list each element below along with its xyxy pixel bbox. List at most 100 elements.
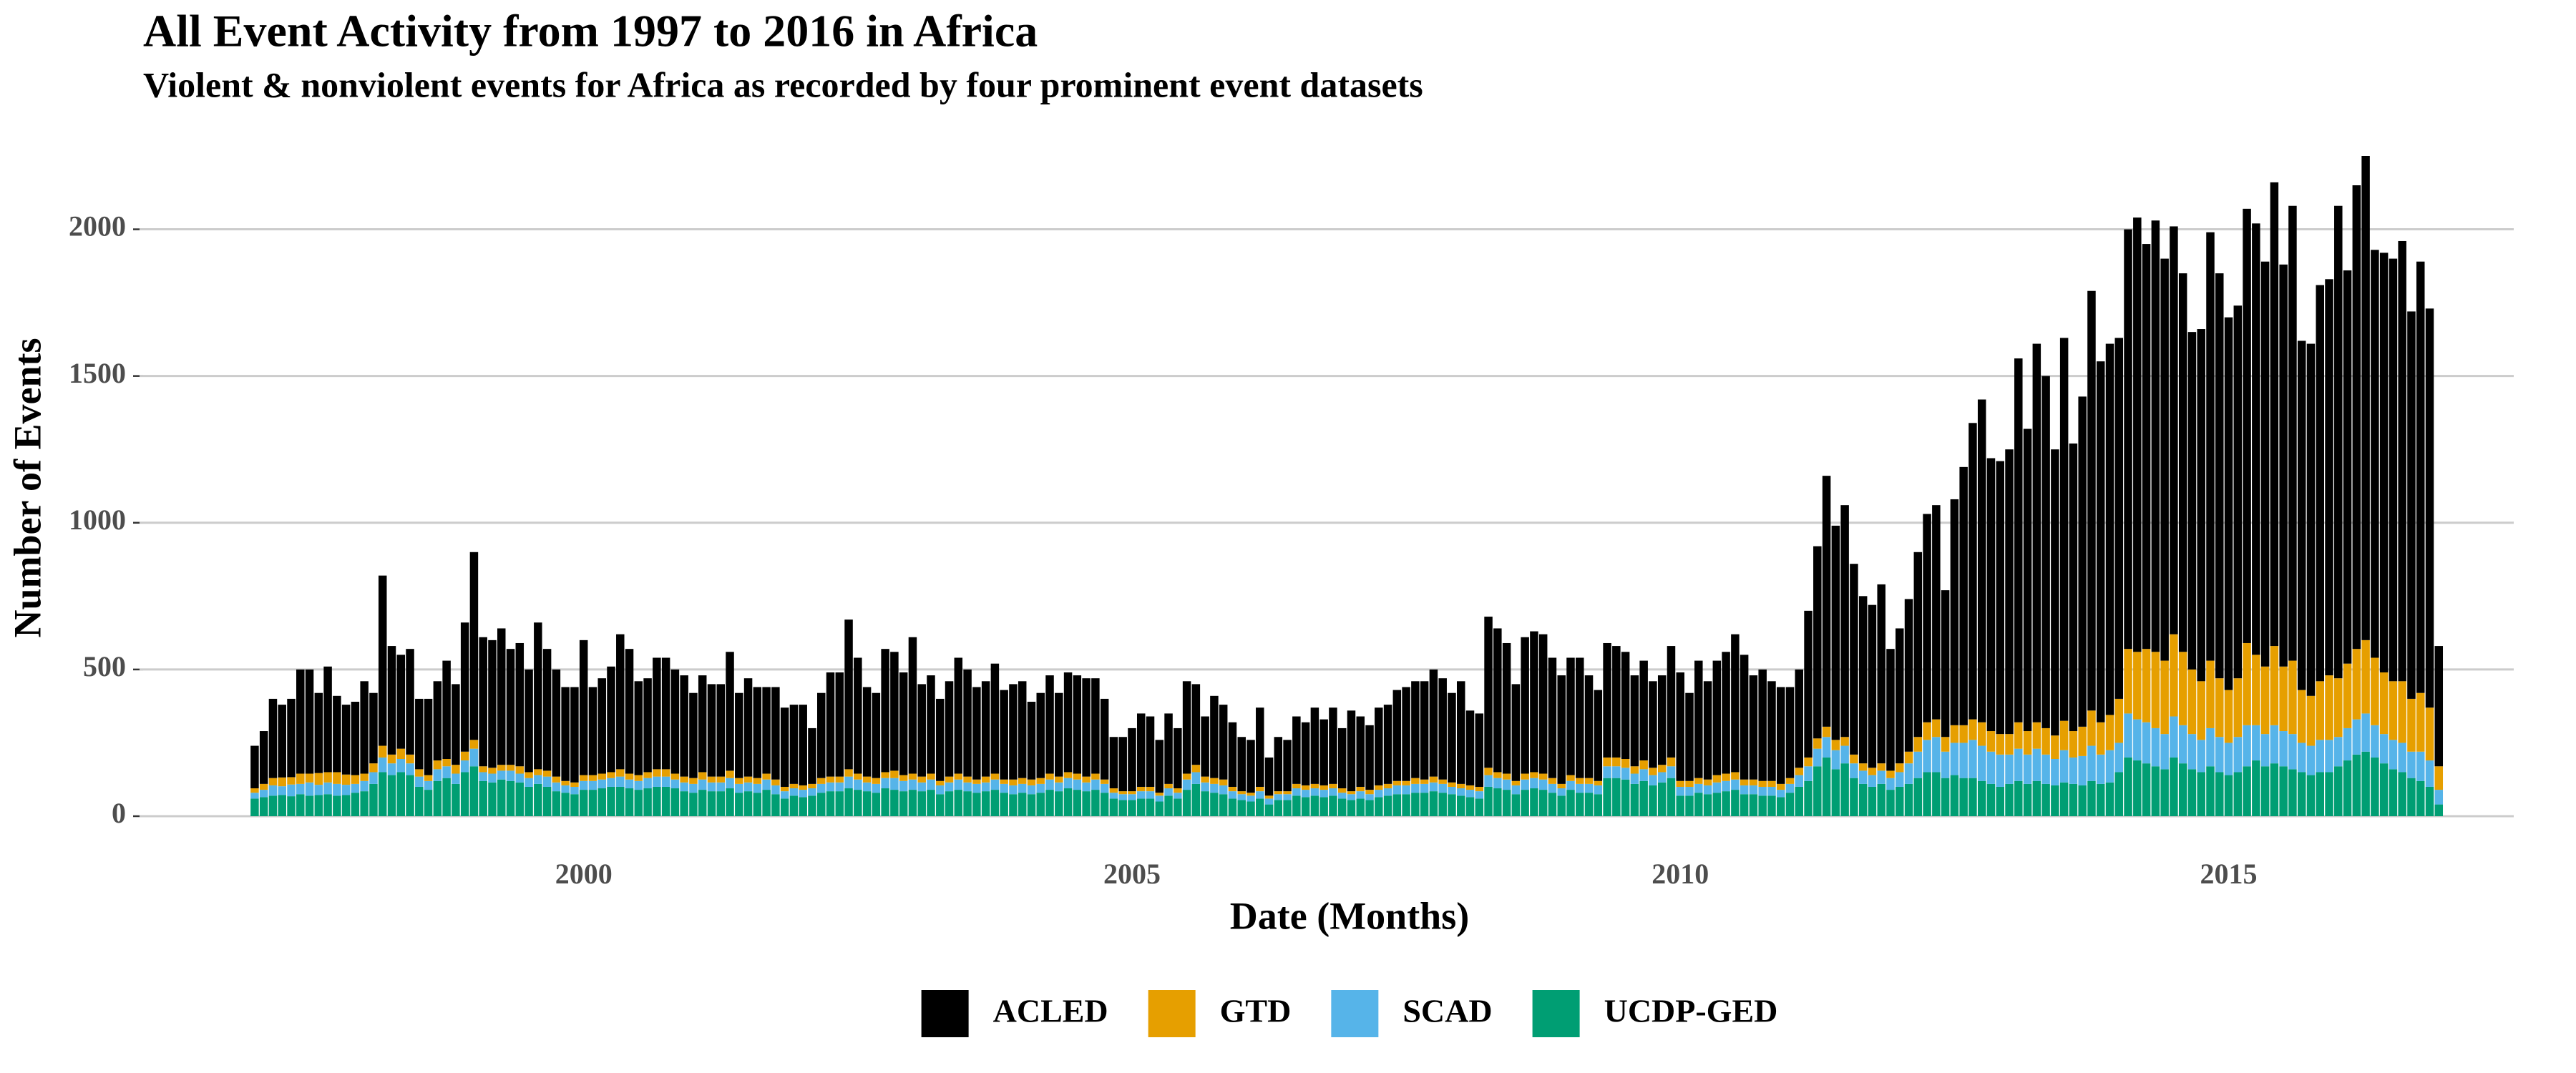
bar-segment (1858, 783, 1868, 816)
bar-segment (1128, 794, 1136, 800)
bar-segment (1731, 790, 1740, 816)
bar-segment (1201, 776, 1209, 783)
bar-segment (259, 783, 268, 790)
bar-segment (1329, 795, 1337, 816)
bar-segment (816, 783, 826, 793)
bar-segment (1932, 772, 1941, 816)
bar-segment (1767, 786, 1776, 796)
bar-segment (506, 770, 515, 781)
bar-segment (1174, 727, 1182, 789)
bar-segment (1082, 678, 1091, 777)
bar-segment (1420, 779, 1429, 784)
bar-segment (1785, 687, 1795, 778)
bar-segment (268, 795, 278, 816)
bar-segment (1621, 768, 1630, 780)
bar-segment (2224, 775, 2233, 816)
bar-segment (2434, 790, 2444, 805)
bar-segment (2325, 675, 2333, 740)
bar-segment (2087, 745, 2096, 781)
bar-segment (360, 681, 369, 774)
bar-segment (2371, 250, 2379, 658)
bar-segment (762, 773, 771, 780)
bar-segment (698, 772, 707, 780)
bar-segment (780, 798, 789, 816)
bar-segment (360, 780, 369, 792)
bar-segment (1402, 687, 1410, 781)
bar-segment (369, 692, 378, 764)
bar-segment (1164, 795, 1173, 816)
bar-segment (479, 772, 487, 781)
bar-segment (2243, 725, 2251, 767)
bar-segment (1136, 798, 1146, 816)
bar-segment (689, 692, 698, 778)
bar-segment (1923, 722, 1931, 740)
bar-segment (689, 793, 698, 816)
bar-segment (2197, 681, 2205, 740)
bar-segment (561, 780, 570, 785)
bar-segment (2306, 695, 2316, 746)
bar-segment (333, 772, 341, 784)
bar-segment (1429, 669, 1438, 777)
bar-segment (2178, 763, 2187, 816)
bar-segment (1941, 751, 1950, 778)
bar-segment (1639, 780, 1648, 816)
bar-segment (1740, 779, 1749, 785)
bar-segment (1896, 763, 1904, 773)
bar-segment (1201, 716, 1209, 777)
bar-segment (2325, 740, 2333, 773)
bar-segment (305, 795, 314, 816)
bar-segment (2197, 772, 2205, 816)
bar-segment (2105, 782, 2114, 816)
bar-segment (2361, 156, 2370, 640)
bar-segment (2288, 660, 2297, 735)
bar-segment (2416, 751, 2425, 781)
bar-segment (1475, 713, 1484, 787)
bar-segment (534, 775, 542, 784)
bar-segment (1301, 722, 1310, 785)
bar-segment (1667, 646, 1676, 758)
bar-segment (460, 751, 469, 761)
bar-segment (2398, 681, 2406, 743)
bar-segment (2197, 740, 2205, 773)
bar-segment (927, 773, 935, 780)
bar-segment (1438, 678, 1447, 780)
bar-segment (2407, 311, 2416, 699)
bar-segment (2206, 660, 2215, 728)
bar-segment (743, 791, 753, 816)
bar-segment (1448, 794, 1456, 816)
bar-segment (2014, 358, 2023, 722)
bar-segment (762, 687, 771, 774)
bar-segment (579, 640, 588, 775)
bar-segment (1082, 782, 1091, 792)
bar-segment (862, 776, 872, 783)
bar-segment (406, 763, 414, 775)
bar-segment (1950, 743, 1959, 775)
bar-segment (1986, 731, 1996, 752)
bar-segment (2151, 727, 2160, 767)
bar-segment (1594, 794, 1603, 816)
bar-segment (2379, 253, 2389, 672)
bar-segment (780, 791, 789, 799)
bar-segment (1667, 757, 1676, 767)
legend-label: ACLED (993, 993, 1108, 1029)
bar-segment (899, 780, 908, 792)
bar-segment (1136, 791, 1146, 799)
bar-segment (1804, 757, 1813, 767)
bar-segment (534, 622, 542, 770)
bar-segment (753, 793, 762, 816)
bar-segment (296, 773, 305, 784)
bar-segment (2133, 652, 2142, 720)
bar-segment (1685, 780, 1694, 787)
bar-segment (2014, 722, 2023, 749)
bar-segment (1603, 778, 1611, 816)
bar-segment (1749, 779, 1758, 785)
bar-segment (680, 675, 688, 777)
bar-segment (1465, 785, 1475, 790)
bar-segment (899, 791, 908, 816)
bar-segment (1804, 780, 1813, 816)
bar-segment (1886, 649, 1895, 771)
bar-segment (2407, 751, 2416, 778)
bar-segment (616, 786, 625, 816)
bar-segment (515, 766, 525, 774)
legend-key (1532, 990, 1580, 1037)
